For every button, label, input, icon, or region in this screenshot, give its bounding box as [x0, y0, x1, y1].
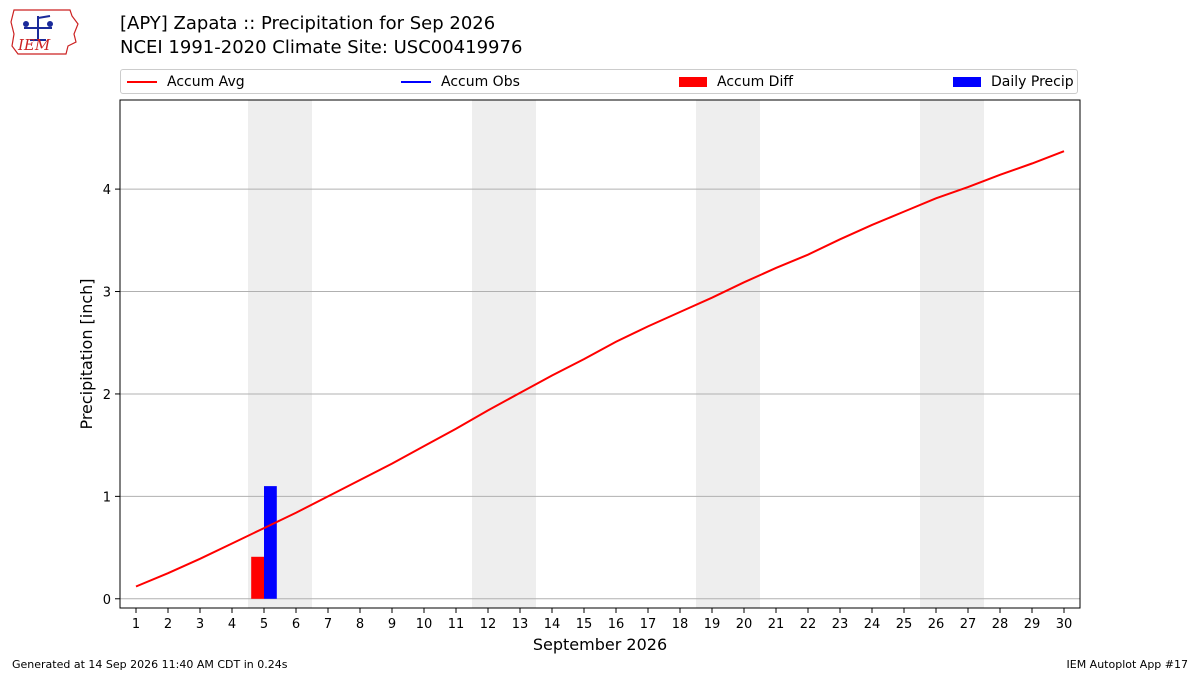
x-tick-label-8: 8: [356, 617, 364, 632]
x-tick-label-6: 6: [292, 617, 300, 632]
x-axis-label: September 2026: [533, 635, 667, 654]
x-tick-label-20: 20: [736, 617, 753, 632]
legend-item-daily-precip: Daily Precip: [953, 70, 1074, 93]
chart-title-line2: NCEI 1991-2020 Climate Site: USC00419976: [120, 37, 523, 58]
x-tick-label-26: 26: [928, 617, 945, 632]
legend-label-accum-avg: Accum Avg: [167, 73, 245, 90]
x-tick-label-28: 28: [992, 617, 1009, 632]
x-tick-label-21: 21: [768, 617, 785, 632]
legend-swatch-accum-obs: [401, 80, 431, 83]
bar-daily-precip-day-5: [264, 486, 277, 599]
x-tick-label-29: 29: [1024, 617, 1041, 632]
bar-accum-diff-day-5: [251, 556, 264, 599]
legend: Accum Avg Accum Obs Accum Diff Daily Pre…: [120, 69, 1078, 94]
legend-swatch-accum-diff: [679, 76, 707, 87]
x-tick-label-27: 27: [960, 617, 977, 632]
x-tick-label-30: 30: [1056, 617, 1073, 632]
legend-swatch-accum-avg: [127, 80, 157, 83]
y-tick-label-1: 1: [103, 490, 111, 505]
x-tick-label-10: 10: [416, 617, 433, 632]
weekend-band-1: [472, 100, 536, 608]
x-tick-label-18: 18: [672, 617, 689, 632]
legend-item-accum-avg: Accum Avg: [127, 70, 245, 93]
footer-app-id: IEM Autoplot App #17: [1066, 658, 1189, 671]
x-tick-label-1: 1: [132, 617, 140, 632]
footer-generated: Generated at 14 Sep 2026 11:40 AM CDT in…: [12, 658, 288, 671]
x-tick-label-14: 14: [544, 617, 561, 632]
x-tick-label-19: 19: [704, 617, 721, 632]
x-tick-label-7: 7: [324, 617, 332, 632]
legend-item-accum-obs: Accum Obs: [401, 70, 520, 93]
x-tick-label-15: 15: [576, 617, 593, 632]
y-tick-label-3: 3: [103, 286, 111, 301]
series-line-accum-avg: [135, 150, 1065, 588]
legend-label-accum-obs: Accum Obs: [441, 73, 520, 90]
x-tick-label-25: 25: [896, 617, 913, 632]
weekend-band-0: [248, 100, 312, 608]
weekend-band-3: [920, 100, 984, 608]
x-tick-label-23: 23: [832, 617, 849, 632]
x-tick-label-22: 22: [800, 617, 817, 632]
x-tick-label-24: 24: [864, 617, 881, 632]
x-tick-label-4: 4: [228, 617, 236, 632]
weekend-band-2: [696, 100, 760, 608]
x-tick-label-13: 13: [512, 617, 529, 632]
x-tick-label-3: 3: [196, 617, 204, 632]
legend-label-daily-precip: Daily Precip: [991, 73, 1074, 90]
iem-logo-text: IEM: [17, 36, 51, 54]
y-tick-label-0: 0: [103, 593, 111, 608]
chart-title: [APY] Zapata :: Precipitation for Sep 20…: [120, 12, 522, 60]
x-tick-label-5: 5: [260, 617, 268, 632]
legend-label-accum-diff: Accum Diff: [717, 73, 794, 90]
iem-logo-icon: IEM: [10, 9, 79, 55]
chart-title-line1: [APY] Zapata :: Precipitation for Sep 20…: [120, 13, 496, 34]
x-tick-label-16: 16: [608, 617, 625, 632]
legend-swatch-daily-precip: [953, 76, 981, 87]
x-tick-label-2: 2: [164, 617, 172, 632]
plot-frame: [119, 99, 1081, 609]
legend-item-accum-diff: Accum Diff: [679, 70, 793, 93]
y-tick-label-2: 2: [103, 388, 111, 403]
x-tick-label-12: 12: [480, 617, 497, 632]
x-tick-label-11: 11: [448, 617, 465, 632]
x-tick-label-9: 9: [388, 617, 396, 632]
x-tick-label-17: 17: [640, 617, 657, 632]
y-axis-label: Precipitation [inch]: [77, 278, 96, 429]
y-tick-label-4: 4: [103, 183, 111, 198]
